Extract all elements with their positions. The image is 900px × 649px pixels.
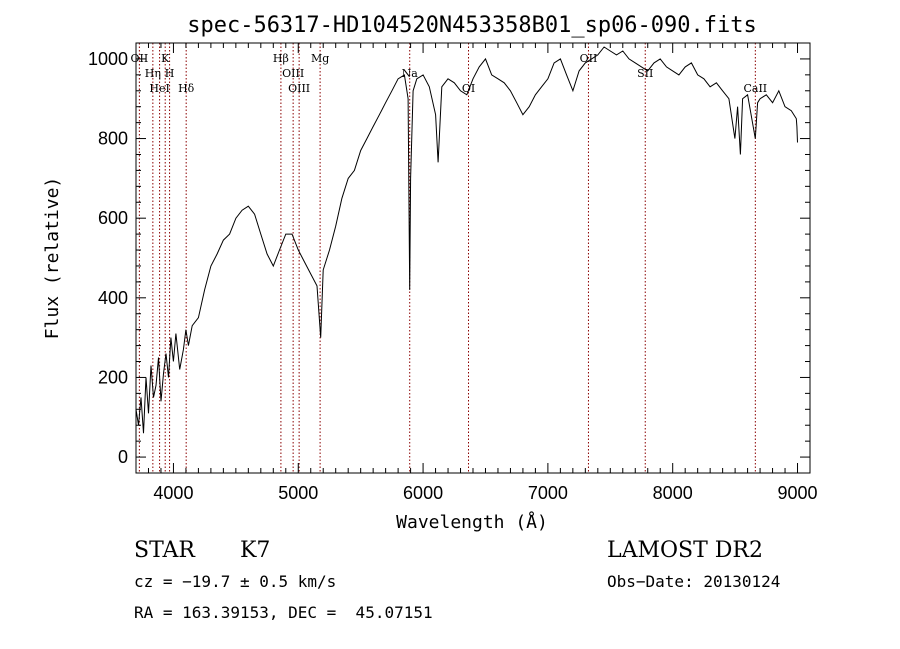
y-tick-label: 600	[98, 208, 128, 228]
line-marker-label: Mg	[311, 52, 329, 65]
line-marker-label: CaII	[743, 82, 767, 95]
x-tick-label: 4000	[153, 483, 193, 503]
x-axis-label: Wavelength (Å)	[396, 511, 548, 533]
ra-dec-coordinates: RA = 163.39153, DEC = 45.07151	[134, 603, 433, 622]
x-tick-label: 5000	[278, 483, 318, 503]
redshift-cz: cz = −19.7 ± 0.5 km/s	[134, 572, 337, 591]
y-tick-label: 200	[98, 367, 128, 387]
line-marker-label: Na	[402, 67, 419, 80]
line-marker-label: K	[161, 52, 170, 65]
line-marker-label: HeI	[149, 82, 169, 95]
emission-line-markers	[138, 43, 756, 473]
line-marker-label: OIII	[282, 67, 304, 80]
x-tick-label: 8000	[653, 483, 693, 503]
line-marker-label: H	[165, 67, 175, 80]
object-subclass: K7	[240, 538, 271, 563]
plot-frame	[135, 42, 811, 474]
x-tick-label: 6000	[403, 483, 443, 503]
x-tick-label: 9000	[777, 483, 817, 503]
y-axis-label: Flux (relative)	[42, 177, 63, 340]
y-tick-label: 0	[118, 447, 128, 467]
line-marker-label: OI	[462, 82, 475, 95]
line-marker-label: Hδ	[178, 82, 195, 95]
line-marker-label: Hη	[145, 67, 161, 80]
line-marker-label: OIII	[288, 82, 310, 95]
survey-name: LAMOST DR2	[607, 538, 763, 563]
y-axis-ticks: 0 200 400 600 800 1000	[88, 42, 810, 474]
spectrum-line	[135, 46, 798, 434]
x-tick-label: 7000	[528, 483, 568, 503]
line-marker-label: OII	[580, 52, 598, 65]
object-class: STAR	[134, 538, 195, 563]
chart-title: spec-56317-HD104520N453358B01_sp06-090.f…	[187, 13, 757, 38]
line-marker-label: Hβ	[273, 52, 289, 65]
line-marker-label: SII	[637, 67, 653, 80]
observation-date: Obs−Date: 20130124	[607, 572, 781, 591]
y-tick-label: 400	[98, 288, 128, 308]
y-tick-label: 800	[98, 129, 128, 149]
y-tick-label: 1000	[88, 49, 128, 69]
x-axis-ticks: 4000 5000 6000 7000 8000 9000	[135, 43, 818, 503]
